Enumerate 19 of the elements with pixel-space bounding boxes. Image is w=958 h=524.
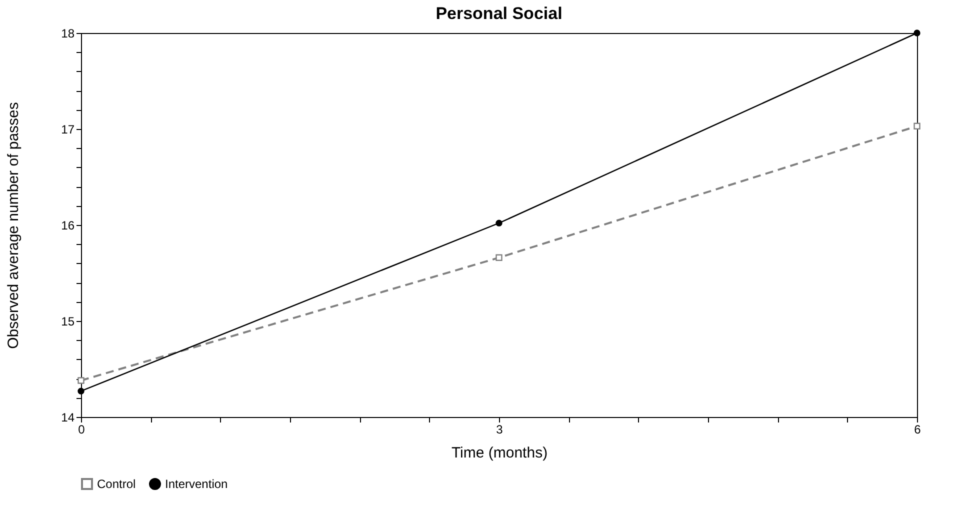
point — [78, 377, 84, 384]
y-tick-label: 14 — [61, 410, 75, 424]
legend-label: Intervention — [165, 477, 228, 491]
point — [78, 388, 84, 394]
chart-title: Personal Social — [436, 4, 562, 23]
x-tick-label: 6 — [914, 422, 922, 436]
y-axis-title: Observed average number of passes — [5, 102, 22, 349]
point — [914, 122, 920, 130]
x-tick-label: 0 — [78, 422, 86, 436]
point — [496, 220, 502, 226]
y-tick-label: 16 — [61, 218, 75, 232]
y-tick-label: 17 — [61, 122, 75, 136]
x-axis-title: Time (months) — [451, 444, 548, 462]
point — [914, 30, 920, 36]
legend-label: Control — [97, 477, 136, 491]
point — [496, 254, 502, 261]
y-tick-label: 15 — [61, 314, 75, 328]
x-tick-label: 3 — [496, 422, 504, 436]
y-tick-label: 18 — [61, 26, 75, 40]
